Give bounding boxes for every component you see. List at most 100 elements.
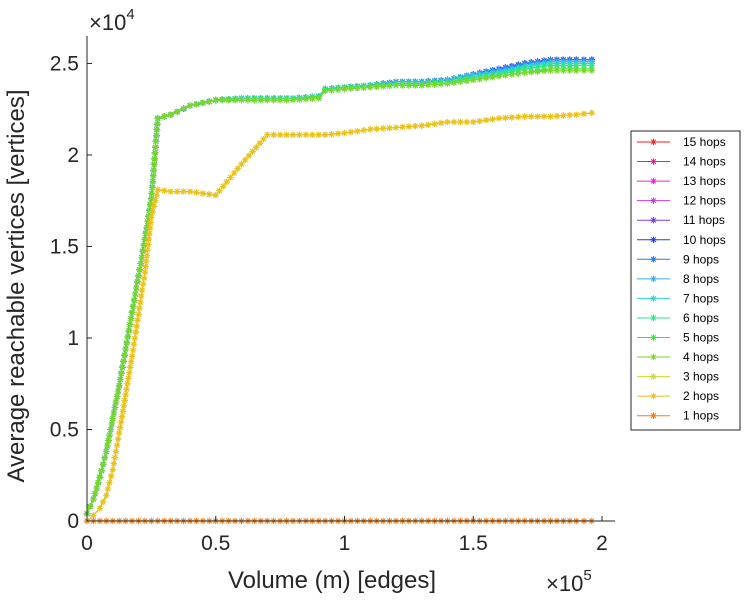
data-point-6-hops — [560, 62, 567, 69]
legend-marker — [650, 177, 657, 185]
x-tick-label: 0 — [81, 532, 93, 555]
data-point-2-hops — [553, 112, 561, 120]
data-point-2-hops — [212, 192, 219, 199]
data-point-4-hops — [153, 126, 161, 134]
data-point-4-hops — [154, 120, 161, 128]
data-point-6-hops — [515, 67, 522, 74]
data-point-4-hops — [373, 83, 380, 90]
data-point-4-hops — [482, 74, 490, 82]
x-ticks: 0 0.5 1 1.5 2 — [81, 516, 608, 555]
data-point-2-hops — [137, 298, 144, 306]
data-point-2-hops — [146, 230, 153, 237]
data-point-4-hops — [104, 442, 111, 450]
series-3-hops — [83, 109, 595, 525]
data-point-2-hops — [424, 121, 432, 128]
data-point-4-hops — [140, 242, 148, 249]
data-point-2-hops — [502, 114, 509, 122]
data-point-2-hops — [140, 274, 148, 282]
data-point-2-hops — [527, 113, 535, 120]
data-point-2-hops — [264, 131, 271, 139]
legend-marker — [650, 373, 657, 380]
data-point-2-hops — [386, 124, 393, 132]
data-point-4-hops — [154, 115, 162, 122]
data-point-4-hops — [141, 235, 149, 243]
x-multiplier-exponent: 5 — [583, 567, 591, 584]
data-point-2-hops — [133, 323, 140, 330]
data-point-2-hops — [309, 131, 316, 139]
data-point-4-hops — [193, 100, 200, 108]
data-point-2-hops — [580, 110, 588, 117]
data-point-4-hops — [392, 82, 400, 89]
data-point-2-hops — [127, 364, 134, 371]
legend-marker — [650, 256, 657, 263]
data-point-4-hops — [121, 351, 128, 359]
data-point-4-hops — [98, 467, 105, 474]
data-point-4-hops — [431, 81, 438, 88]
data-point-2-hops — [126, 369, 133, 376]
data-point-2-hops — [315, 131, 322, 139]
data-point-4-hops — [153, 132, 160, 139]
legend-marker — [650, 158, 657, 165]
legend-label: 9 hops — [683, 252, 719, 266]
legend-label: 10 hops — [683, 233, 726, 247]
data-point-4-hops — [125, 327, 133, 334]
data-point-4-hops — [231, 96, 239, 104]
data-point-4-hops — [309, 95, 316, 102]
data-point-2-hops — [146, 224, 154, 232]
legend-item-12-hops: 12 hops — [637, 194, 726, 208]
data-point-2-hops — [199, 190, 207, 197]
data-point-4-hops — [106, 431, 113, 439]
data-point-4-hops — [527, 68, 535, 76]
legend-label: 11 hops — [683, 213, 725, 227]
legend-items: 15 hops 14 hops 13 hops 12 hops 11 hops 10 ho… — [637, 135, 726, 423]
data-point-4-hops — [386, 82, 393, 90]
data-point-4-hops — [167, 111, 174, 118]
data-point-2-hops — [115, 429, 123, 437]
plot-area — [83, 56, 595, 525]
series-line-4-hops — [86, 70, 592, 514]
data-point-4-hops — [547, 67, 554, 74]
data-point-4-hops — [588, 67, 595, 74]
data-point-2-hops — [167, 188, 174, 195]
data-point-4-hops — [199, 99, 207, 107]
data-point-4-hops — [470, 76, 477, 84]
data-point-4-hops — [212, 96, 219, 104]
data-point-2-hops — [131, 335, 139, 342]
data-point-4-hops — [457, 78, 464, 85]
data-point-4-hops — [136, 266, 143, 273]
y-ticks: 0 0.5 1 1.5 2 2.5 — [50, 52, 92, 533]
data-point-2-hops — [134, 317, 141, 324]
data-point-2-hops — [148, 213, 155, 221]
data-point-6-hops — [540, 62, 548, 70]
data-point-2-hops — [141, 268, 149, 276]
data-point-4-hops — [114, 387, 122, 395]
data-point-2-hops — [173, 188, 181, 195]
legend-label: 12 hops — [683, 194, 726, 208]
legend-item-6-hops: 6 hops — [637, 311, 719, 325]
data-point-2-hops — [206, 191, 213, 198]
data-point-4-hops — [495, 73, 503, 80]
data-point-4-hops — [90, 495, 97, 503]
data-point-2-hops — [125, 375, 132, 382]
data-point-4-hops — [257, 96, 265, 104]
data-point-2-hops — [341, 129, 348, 137]
data-point-2-hops — [508, 114, 516, 121]
data-point-2-hops — [418, 122, 425, 129]
data-point-4-hops — [150, 166, 157, 174]
data-point-4-hops — [149, 184, 156, 191]
data-point-4-hops — [341, 85, 348, 93]
data-point-4-hops — [108, 420, 115, 428]
data-point-2-hops — [588, 109, 595, 117]
series-6-hops — [83, 62, 595, 517]
data-point-2-hops — [321, 131, 329, 139]
data-point-2-hops — [296, 131, 303, 139]
data-point-4-hops — [96, 473, 104, 481]
series-12-hops — [83, 56, 595, 517]
axes — [86, 36, 615, 522]
data-point-4-hops — [147, 201, 154, 208]
y-tick-label: 0.5 — [50, 418, 79, 441]
legend-label: 8 hops — [683, 272, 719, 286]
data-point-4-hops — [142, 230, 150, 237]
legend-label: 3 hops — [683, 370, 719, 384]
